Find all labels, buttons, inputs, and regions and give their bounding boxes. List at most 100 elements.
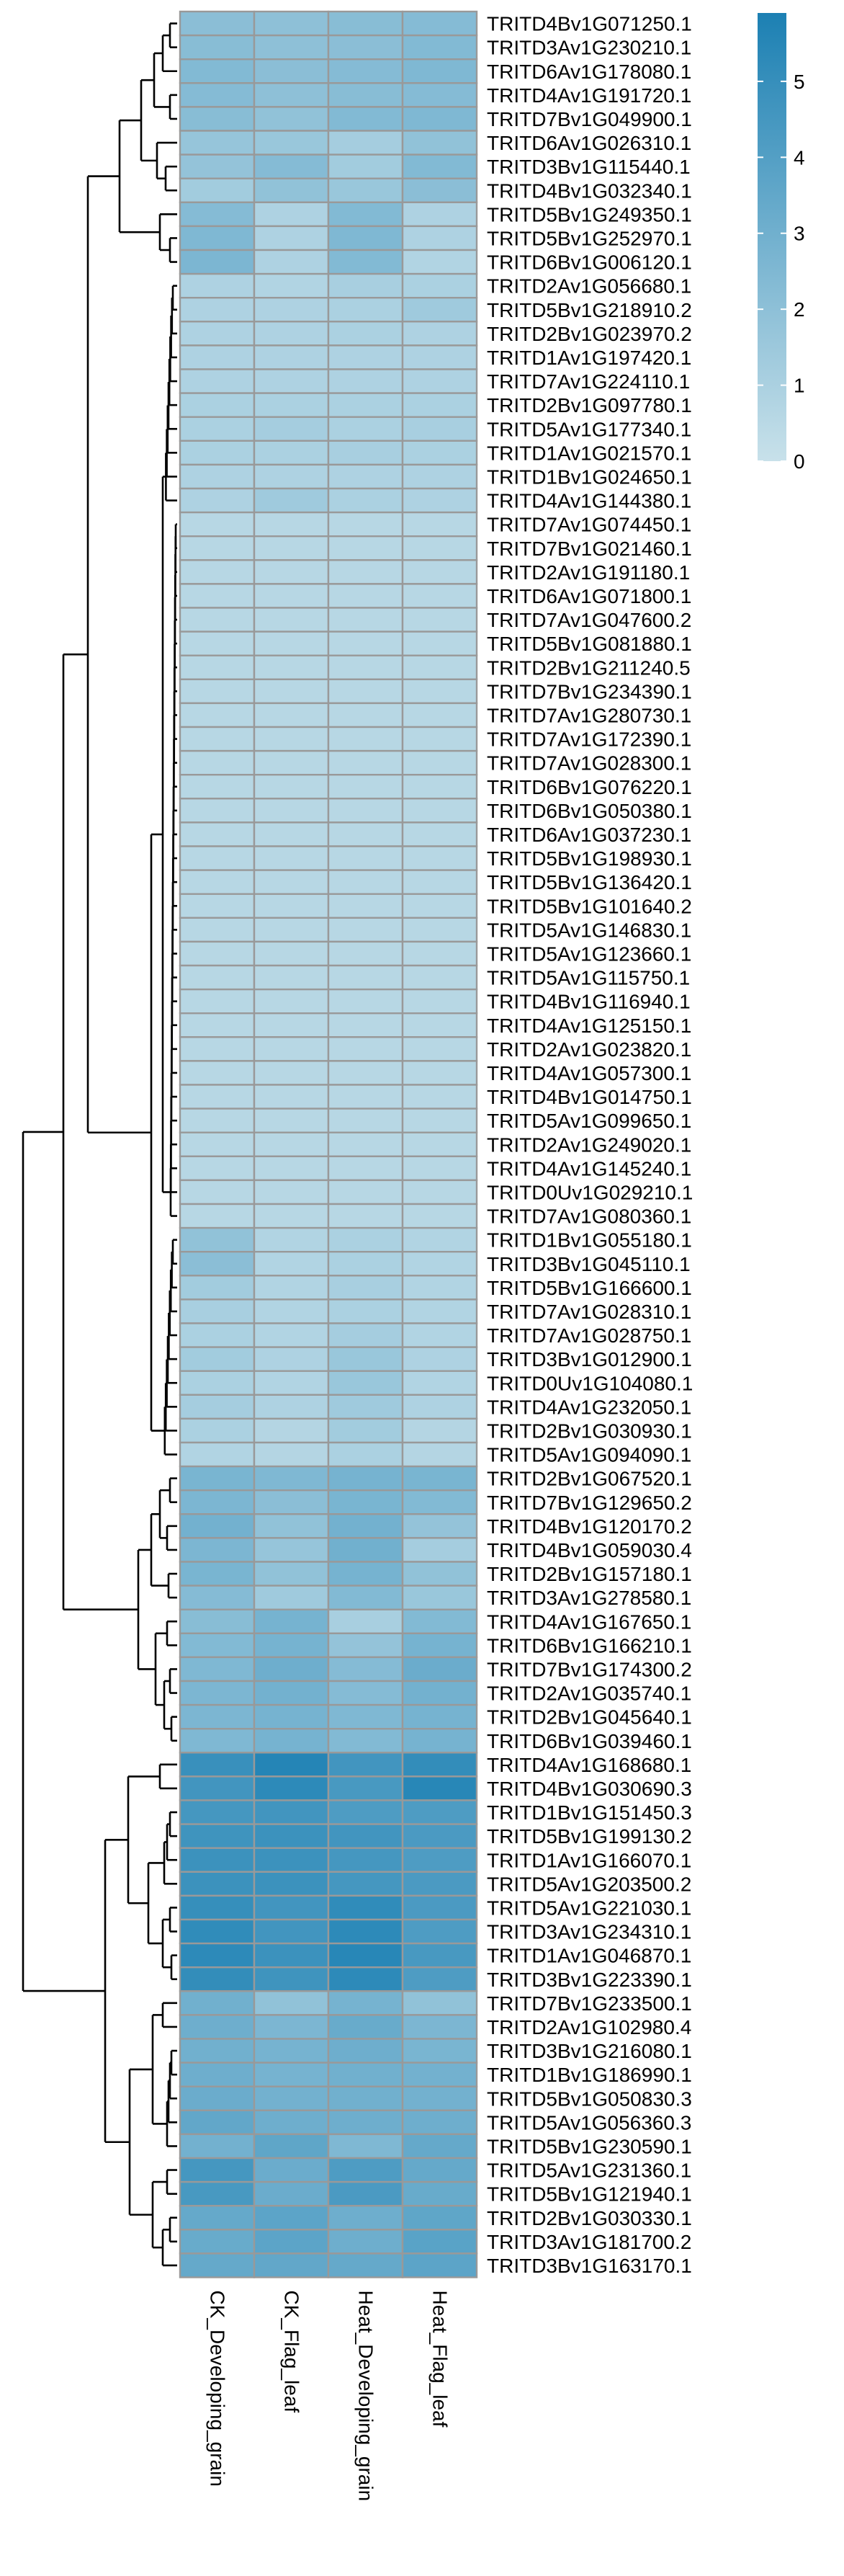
row-label: TRITD4Bv1G071250.1	[487, 13, 692, 35]
row-label: TRITD5Av1G056360.3	[487, 2111, 691, 2134]
heatmap-cell	[253, 1131, 330, 1157]
heatmap-cell	[401, 272, 478, 299]
heatmap-cell	[401, 2014, 478, 2040]
row-label: TRITD5Av1G231360.1	[487, 2160, 691, 2182]
heatmap-cell	[327, 893, 404, 919]
heatmap-cell	[179, 1847, 256, 1873]
heatmap-cell	[253, 153, 330, 179]
heatmap-cell	[179, 106, 256, 132]
row-label: TRITD0Uv1G104080.1	[487, 1372, 693, 1394]
heatmap-cell	[401, 440, 478, 466]
row-label: TRITD5Bv1G218910.2	[487, 299, 692, 321]
heatmap-cell	[179, 487, 256, 514]
heatmap-cell	[253, 1012, 330, 1038]
heatmap-cell	[327, 1775, 404, 1801]
column-label: Heat_Flag_leaf	[429, 2291, 452, 2428]
heatmap-cell	[401, 583, 478, 609]
heatmap-cell	[179, 2133, 256, 2160]
heatmap-cell	[179, 344, 256, 370]
heatmap-cell	[253, 1966, 330, 1992]
heatmap-cell	[253, 1084, 330, 1110]
row-label: TRITD4Bv1G030690.3	[487, 1778, 692, 1800]
heatmap-cell	[327, 630, 404, 656]
heatmap-cell	[327, 1417, 404, 1444]
heatmap-cell	[327, 1275, 404, 1301]
heatmap-cell	[327, 34, 404, 61]
heatmap-cell	[179, 1465, 256, 1492]
heatmap-cell	[401, 1346, 478, 1372]
heatmap-cell	[401, 1060, 478, 1086]
row-label: TRITD7Bv1G234390.1	[487, 680, 692, 703]
row-label: TRITD4Av1G191720.1	[487, 84, 691, 107]
row-label: TRITD7Av1G028310.1	[487, 1301, 691, 1323]
heatmap-cell	[253, 2085, 330, 2111]
heatmap-cell	[327, 1298, 404, 1324]
row-label: TRITD6Bv1G006120.1	[487, 251, 692, 274]
heatmap-cell	[327, 1727, 404, 1754]
heatmap-cell	[401, 964, 478, 991]
row-label: TRITD6Av1G178080.1	[487, 61, 691, 83]
heatmap-cell	[179, 893, 256, 919]
row-label: TRITD5Av1G177340.1	[487, 418, 691, 440]
heatmap-cell	[401, 773, 478, 800]
heatmap-cell	[327, 130, 404, 156]
row-label: TRITD6Bv1G076220.1	[487, 776, 692, 798]
heatmap-cell	[401, 1417, 478, 1444]
heatmap-cell	[401, 535, 478, 561]
heatmap-cell	[179, 2229, 256, 2255]
heatmap-cell	[253, 535, 330, 561]
heatmap-cell	[179, 535, 256, 561]
heatmap-cell	[253, 1799, 330, 1825]
column-label: Heat_Developing_grain	[355, 2291, 377, 2502]
color-legend: 0 1 2 3 4 5	[758, 13, 805, 473]
heatmap-cell	[327, 1107, 404, 1133]
heatmap-cell	[401, 1370, 478, 1396]
heatmap-cell	[327, 153, 404, 179]
heatmap-cell	[179, 1370, 256, 1396]
heatmap-cell	[179, 511, 256, 538]
row-label: TRITD2Bv1G097780.1	[487, 394, 692, 416]
heatmap-cell	[401, 1084, 478, 1110]
row-label: TRITD4Av1G125150.1	[487, 1015, 691, 1037]
heatmap-cell	[179, 392, 256, 418]
row-label: TRITD5Av1G115750.1	[487, 967, 690, 989]
heatmap-cell	[401, 1680, 478, 1706]
heatmap-cell	[327, 1250, 404, 1277]
row-label: TRITD3Bv1G045110.1	[487, 1253, 691, 1275]
heatmap-cell	[179, 249, 256, 275]
heatmap-cell	[253, 630, 330, 656]
heatmap-cell	[327, 1084, 404, 1110]
heatmap-cell	[327, 392, 404, 418]
heatmap-cell	[253, 511, 330, 538]
heatmap-cell	[401, 678, 478, 705]
heatmap-cell	[401, 1871, 478, 1897]
row-label: TRITD4Bv1G032340.1	[487, 179, 692, 202]
heatmap-cell	[327, 2038, 404, 2064]
row-label: TRITD7Av1G074450.1	[487, 514, 691, 536]
row-label: TRITD2Av1G191180.1	[487, 561, 690, 584]
row-label: TRITD7Av1G172390.1	[487, 728, 691, 751]
row-label: TRITD4Av1G232050.1	[487, 1396, 691, 1418]
row-label: TRITD3Av1G181700.2	[487, 2231, 691, 2253]
row-label: TRITD4Av1G168680.1	[487, 1754, 691, 1776]
row-label: TRITD5Av1G146830.1	[487, 919, 691, 941]
heatmap-cell	[253, 1561, 330, 1587]
heatmap-cell	[253, 1250, 330, 1277]
heatmap-cell	[327, 1370, 404, 1396]
heatmap-cell	[327, 1537, 404, 1563]
row-label: TRITD7Av1G047600.2	[487, 609, 691, 631]
row-label: TRITD7Av1G280730.1	[487, 704, 691, 726]
heatmap-cell	[327, 1823, 404, 1849]
heatmap-cell	[253, 869, 330, 895]
heatmap-cell	[253, 1703, 330, 1730]
row-label: TRITD5Bv1G252970.1	[487, 227, 692, 249]
heatmap-cell	[401, 2062, 478, 2087]
heatmap-cell	[327, 988, 404, 1015]
heatmap-cell	[401, 1561, 478, 1587]
row-label: TRITD6Av1G026310.1	[487, 132, 691, 154]
heatmap-cell	[179, 1537, 256, 1563]
heatmap-cell	[327, 1847, 404, 1873]
heatmap-cell	[179, 964, 256, 991]
heatmap-cell	[179, 869, 256, 895]
row-label: TRITD2Bv1G023970.2	[487, 323, 692, 345]
